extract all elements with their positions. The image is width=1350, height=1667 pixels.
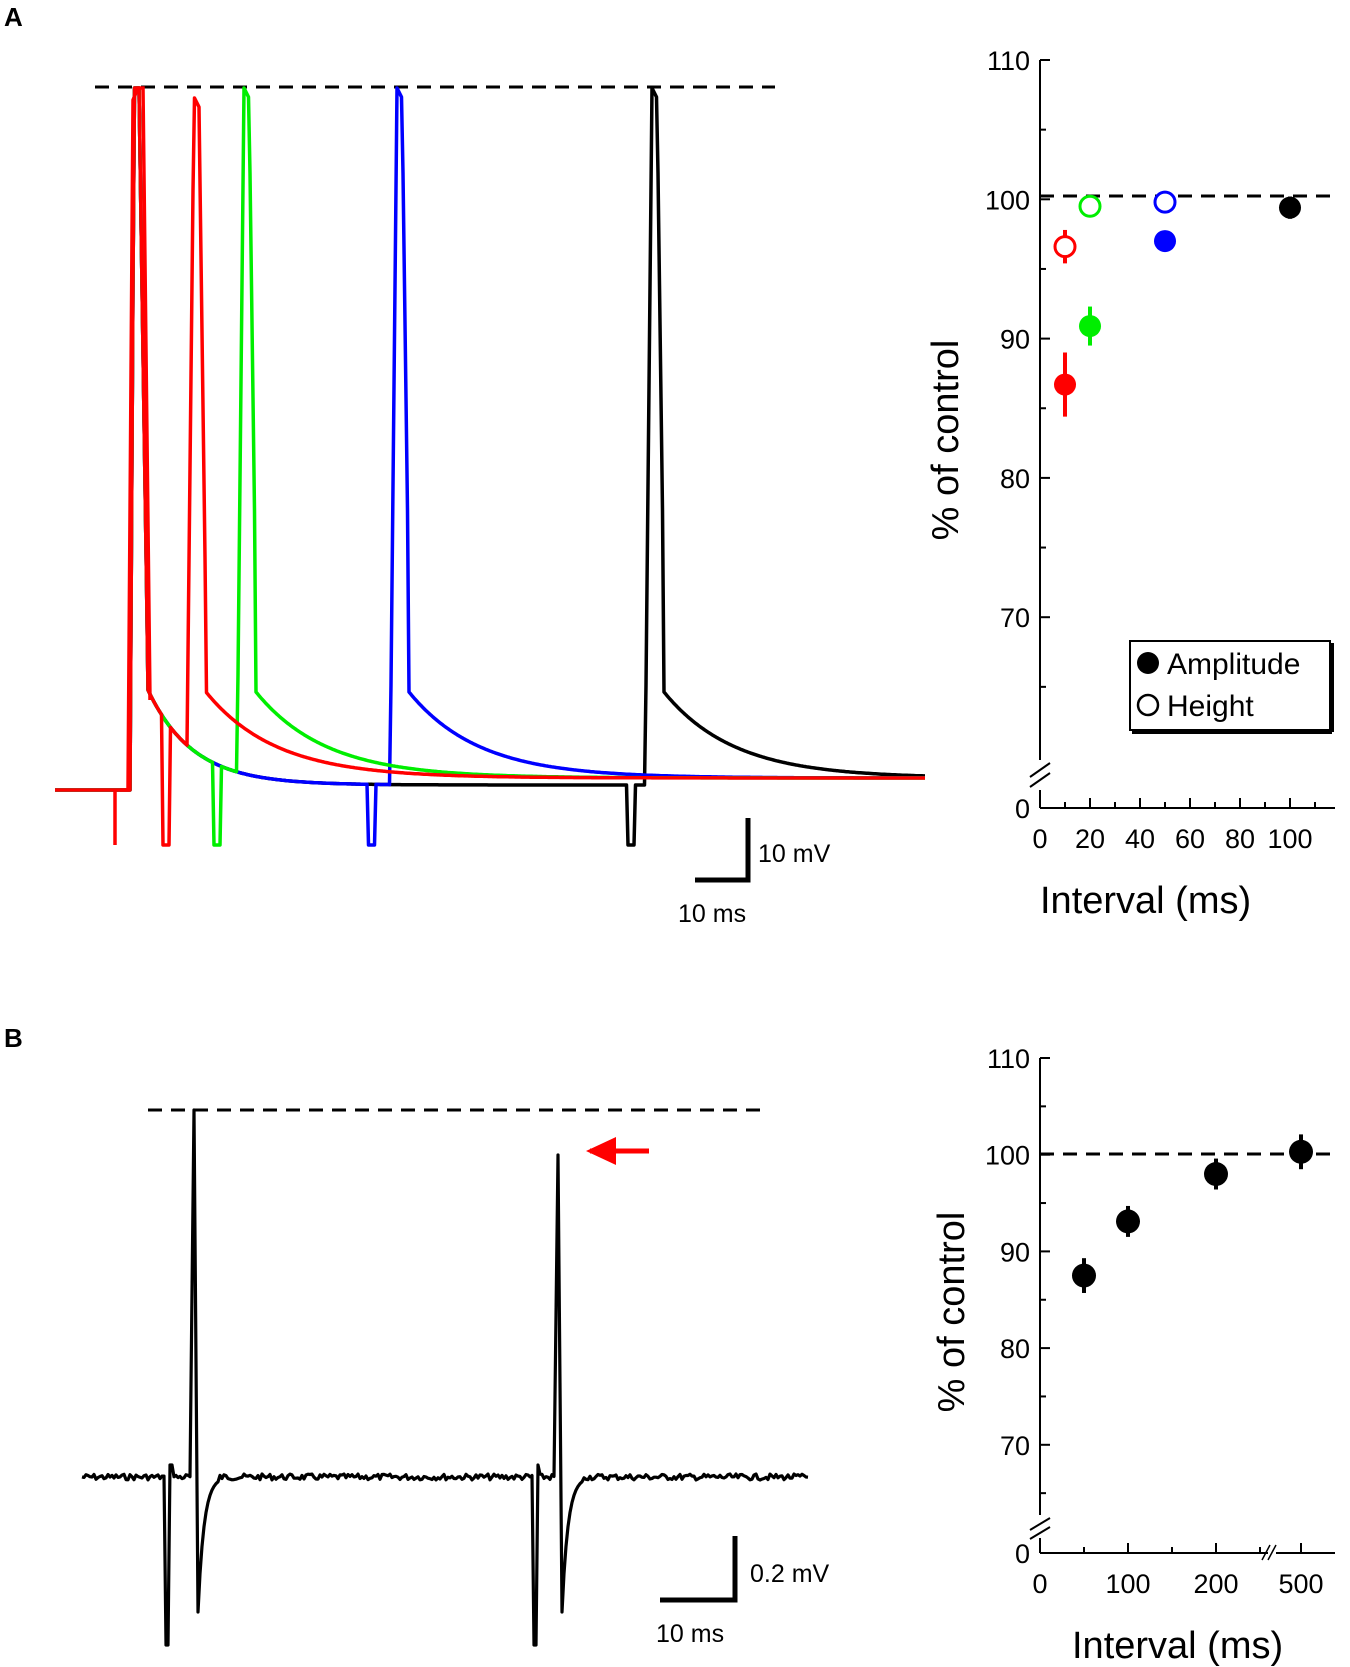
scalebar-b: 0.2 mV 10 ms [656,1536,830,1648]
chart-a-legend-filled-marker [1137,652,1159,674]
chart-a-y-tick-label: 90 [1000,325,1030,355]
chart-b-amplitude-point [1289,1139,1313,1164]
chart-a: Interval (ms) % of control Amplitude Hei… [925,46,1335,922]
chart-a-x-tick-label: 20 [1075,824,1105,854]
chart-a-legend-open-marker [1136,693,1160,717]
chart-a-legend: Amplitude Height [1129,640,1334,734]
chart-b-y-tick-label: 70 [1000,1431,1030,1461]
chart-b-y-tick-label: 90 [1000,1237,1030,1267]
chart-b-y-break-mark [1029,1517,1051,1531]
chart-a-y-label: % of control [925,340,967,541]
chart-b-y-tick-label: 0 [1015,1539,1030,1569]
scalebar-a-time: 10 ms [678,900,746,928]
chart-a-x-label: Interval (ms) [1040,880,1251,922]
chart-a-x-tick-label: 100 [1267,824,1312,854]
chart-a-amplitude-point [1054,373,1076,396]
chart-b-x-break-mark [1261,1544,1271,1561]
chart-a-x-tick-label: 40 [1125,824,1155,854]
panel-a-traces [54,85,926,847]
chart-b-x-tick-label: 500 [1278,1569,1323,1599]
chart-b-x-tick-label: 0 [1032,1569,1047,1599]
trace-a-first-spike [113,86,152,845]
chart-a-legend-height: Height [1167,690,1254,723]
chart-a-height-point [1078,194,1102,218]
chart-a-height-point [1053,235,1077,259]
chart-b-x-label: Interval (ms) [1072,1625,1283,1667]
chart-b-y-label: % of control [931,1212,973,1413]
chart-b-y-break-mark [1029,1526,1051,1540]
arrow-head-icon [586,1137,616,1165]
chart-a-height-point [1153,190,1177,214]
chart-a-legend-amplitude: Amplitude [1167,648,1300,681]
chart-b-amplitude-point [1116,1209,1140,1234]
scalebar-b-lines [660,1536,738,1603]
chart-a-amplitude-point [1279,196,1301,219]
chart-b-y-tick-label: 100 [985,1141,1030,1171]
scalebar-b-time: 10 ms [656,1620,724,1648]
panel-b-label: B [4,1023,23,1053]
chart-a-y-tick-label: 110 [987,46,1030,76]
chart-a-legend-box [1129,640,1331,731]
chart-b-amplitude-point [1204,1162,1228,1187]
chart-b-y-tick-label: 110 [987,1044,1030,1074]
chart-b-x-tick-label: 200 [1193,1569,1238,1599]
chart-b-amplitude-point [1072,1263,1096,1288]
trace-b [81,1108,809,1647]
chart-a-y-tick-label: 70 [1000,603,1030,633]
scalebar-a-lines [695,818,751,883]
scalebar-b-voltage: 0.2 mV [750,1560,830,1588]
trace-a-interval-10 [54,86,926,847]
chart-a-amplitude-point [1154,230,1176,253]
scalebar-a: 10 mV 10 ms [678,818,831,928]
chart-a-x-tick-label: 80 [1225,824,1255,854]
chart-b-x-break-mark [1267,1544,1277,1561]
panel-a-label: A [4,2,23,32]
chart-a-amplitude-point [1079,315,1101,338]
chart-a-y-tick-label: 80 [1000,464,1030,494]
chart-b: Interval (ms) % of control 0 70 80 90 100 110… [931,1044,1335,1667]
chart-a-x-tick-label: 60 [1175,824,1205,854]
chart-a-y-break-mark [1029,772,1051,788]
chart-a-y-tick-label: 100 [985,185,1030,215]
chart-b-x-tick-label: 100 [1105,1569,1150,1599]
panel-b-traces [81,1108,809,1647]
chart-b-y-tick-label: 80 [1000,1334,1030,1364]
chart-a-x-tick-label: 0 [1032,824,1047,854]
chart-a-y-tick-label: 0 [1015,794,1030,824]
scalebar-a-voltage: 10 mV [758,840,831,868]
chart-a-y-break-mark [1029,762,1051,778]
